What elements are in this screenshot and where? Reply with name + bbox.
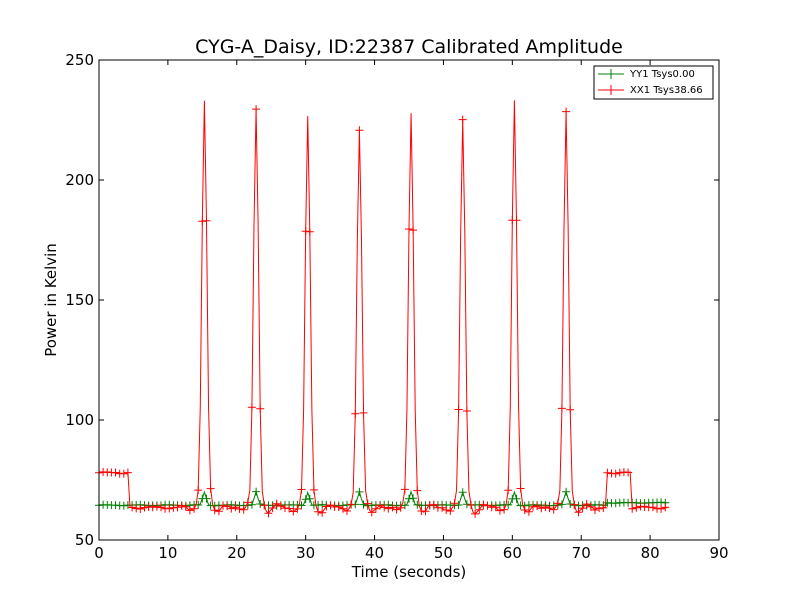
x-tick-label: 70 bbox=[572, 544, 591, 562]
legend: YY1 Tsys0.00 XX1 Tsys38.66 bbox=[593, 65, 714, 100]
x-tick-label: 0 bbox=[94, 544, 104, 562]
plot-area bbox=[99, 60, 719, 540]
x-tick-label: 10 bbox=[158, 544, 177, 562]
y-tick-label: 150 bbox=[65, 291, 94, 309]
x-tick-label: 80 bbox=[641, 544, 660, 562]
y-tick-label: 250 bbox=[65, 51, 94, 69]
legend-box bbox=[593, 65, 714, 100]
series-layer bbox=[95, 100, 670, 518]
x-tick-label: 30 bbox=[296, 544, 315, 562]
x-axis-label: Time (seconds) bbox=[351, 563, 467, 581]
y-tick-label: 100 bbox=[65, 411, 94, 429]
x-tick-label: 20 bbox=[227, 544, 246, 562]
x-tick-label: 50 bbox=[434, 544, 453, 562]
chart-title: CYG-A_Daisy, ID:22387 Calibrated Amplitu… bbox=[195, 36, 623, 58]
x-tick-label: 90 bbox=[709, 544, 728, 562]
legend-label-xx1: XX1 Tsys38.66 bbox=[630, 85, 703, 96]
y-tick-label: 200 bbox=[65, 171, 94, 189]
x-tick-label: 40 bbox=[365, 544, 384, 562]
legend-marker-xx1 bbox=[606, 85, 616, 95]
x-tick-label: 60 bbox=[503, 544, 522, 562]
y-axis-label: Power in Kelvin bbox=[42, 243, 60, 357]
ticks-layer: 0 10 20 30 40 50 60 70 80 90 50 100 150 200 250 bbox=[65, 51, 728, 562]
legend-marker-yy1 bbox=[606, 69, 616, 79]
legend-label-yy1: YY1 Tsys0.00 bbox=[629, 69, 695, 80]
y-tick-label: 50 bbox=[75, 531, 94, 549]
